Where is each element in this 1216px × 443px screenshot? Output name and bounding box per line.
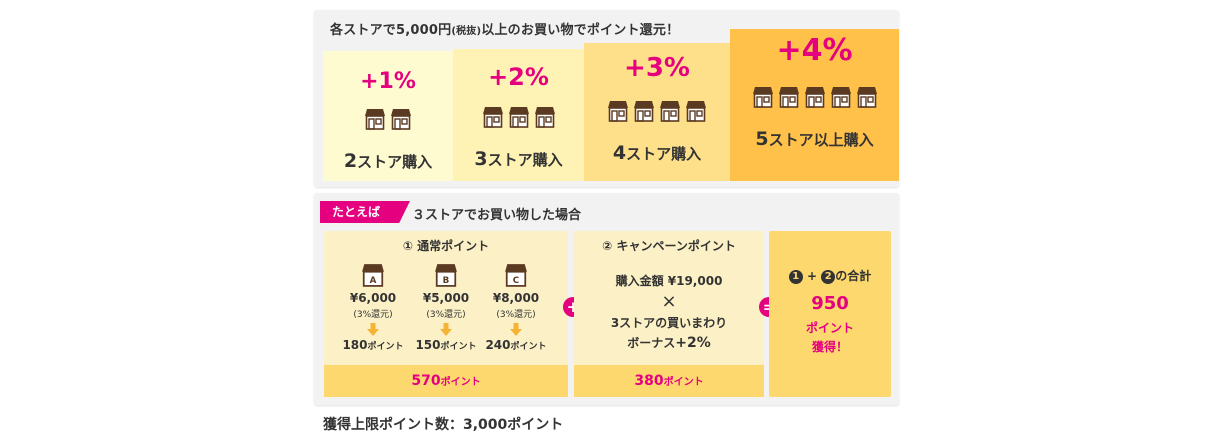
store-column-c: C ¥8,000 (3%還元) 240ポイント (481, 263, 551, 352)
tier-store-icons (584, 100, 730, 122)
store-price: ¥5,000 (422, 291, 470, 305)
campaign-condition: 3ストアの買いまわり (610, 316, 728, 330)
svg-text:C: C (513, 276, 519, 286)
store-icon: A (361, 263, 385, 287)
arrow-down-icon (440, 323, 452, 336)
tier-3: +3% 4ストア購入 (584, 43, 730, 181)
store-icon: B (434, 263, 458, 287)
sum-box: 1 + 2 の合計 950 ポイント 獲得！ (769, 231, 891, 397)
tier-1: +1% 2ストア購入 (323, 51, 453, 181)
store-column-b: B ¥5,000 (3%還元) 150ポイント (411, 263, 481, 352)
tier-panel-title: 各ストアで5,000円(税抜)以上のお買い物でポイント還元！ (330, 23, 680, 38)
campaign-points-total: 380ポイント (574, 365, 764, 397)
store-icon: C (504, 263, 528, 287)
store-icon (364, 108, 386, 130)
store-icon (659, 100, 681, 122)
store-column-a: A ¥6,000 (3%還元) 180ポイント (338, 263, 408, 352)
store-icon (482, 106, 504, 128)
normal-points-heading: ① 通常ポイント (402, 239, 490, 253)
tier-store-icons (453, 106, 584, 128)
campaign-points-box: ② キャンペーンポイント 購入金額 ¥19,000 × 3ストアの買いまわり ボ… (574, 231, 764, 397)
arrow-down-icon (510, 323, 522, 336)
tier-percent: +4% (776, 33, 853, 68)
example-tag: たとえば (320, 201, 410, 223)
store-price: ¥8,000 (492, 291, 540, 305)
store-icon (607, 100, 629, 122)
circled-two-icon: 2 (821, 270, 836, 284)
store-icon (390, 108, 412, 130)
tier-2: +2% 3ストア購入 (453, 49, 584, 181)
store-points: 150ポイント (415, 338, 477, 352)
tier-percent: +2% (488, 63, 549, 91)
tier-4: +4% 5ストア以上購入 (730, 29, 899, 181)
tier-panel: 各ストアで5,000円(税抜)以上のお買い物でポイント還元！ +1% 2ストア購入… (314, 10, 899, 187)
sum-heading: 1 + 2 の合計 (769, 267, 891, 284)
store-icon (508, 106, 530, 128)
sum-value: 950 (811, 293, 849, 314)
tier-store-icons (730, 86, 899, 108)
example-title: ３ストアでお買い物した場合 (412, 208, 582, 223)
tier-percent: +1% (360, 69, 416, 94)
point-cap-note: 獲得上限ポイント数：3,000ポイント (323, 417, 564, 433)
campaign-points-heading: ② キャンペーンポイント (602, 239, 736, 253)
store-icon (804, 86, 826, 108)
example-panel: たとえば ３ストアでお買い物した場合 ① 通常ポイント A ¥6,000 (3%還元… (314, 193, 899, 405)
store-icon (534, 106, 556, 128)
circled-one-icon: 1 (788, 270, 803, 284)
svg-text:A: A (370, 276, 377, 286)
tier-label: 4ストア購入 (612, 142, 702, 164)
store-icon (633, 100, 655, 122)
campaign-bonus: ボーナス+2% (627, 335, 711, 351)
tier-percent: +3% (624, 53, 690, 83)
campaign-calculation: 購入金額 ¥19,000 × 3ストアの買いまわり ボーナス+2% (574, 271, 764, 353)
sum-unit: ポイント 獲得！ (805, 321, 854, 354)
store-points: 240ポイント (485, 338, 547, 352)
tier-store-icons (323, 108, 453, 130)
store-icon (685, 100, 707, 122)
arrow-down-icon (367, 323, 379, 336)
campaign-purchase-amount: 購入金額 ¥19,000 (615, 274, 723, 288)
store-rate: (3%還元) (353, 310, 393, 320)
store-icon (830, 86, 852, 108)
store-icon (752, 86, 774, 108)
tier-label: 2ストア購入 (343, 150, 433, 172)
tier-label: 3ストア購入 (474, 148, 563, 170)
store-rate: (3%還元) (496, 310, 536, 320)
store-icon (778, 86, 800, 108)
campaign-times: × (661, 291, 677, 312)
store-rate: (3%還元) (426, 310, 466, 320)
store-points: 180ポイント (342, 338, 404, 352)
normal-points-total: 570ポイント (324, 365, 568, 397)
tier-label: 5ストア以上購入 (755, 128, 874, 150)
svg-text:B: B (443, 276, 450, 286)
store-icon (856, 86, 878, 108)
normal-points-box: ① 通常ポイント A ¥6,000 (3%還元) 180ポイント B ¥5,000 (3%還… (324, 231, 568, 397)
store-price: ¥6,000 (349, 291, 397, 305)
